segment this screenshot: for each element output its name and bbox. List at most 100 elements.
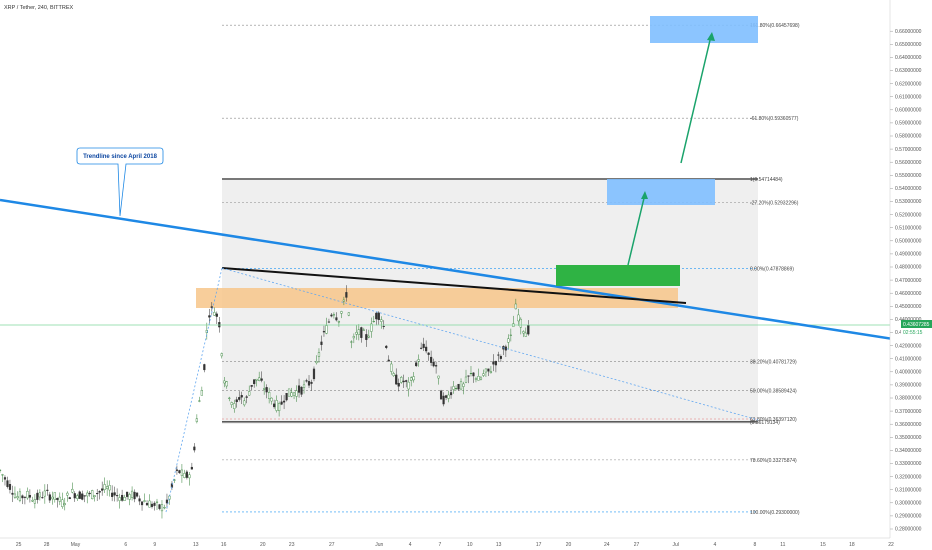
candle-body xyxy=(357,329,360,336)
price-axis[interactable]: 0.66000000 0.65000000 0.64000000 0.63000000… xyxy=(889,0,932,538)
candle-body xyxy=(130,490,134,498)
price-tick-label: 0.49000000 xyxy=(895,252,922,258)
candle-body xyxy=(138,498,141,502)
time-tick-label: 7 xyxy=(439,542,442,548)
candle-body xyxy=(178,470,181,474)
candle-body xyxy=(337,321,341,323)
candle-body xyxy=(111,492,114,497)
price-tick-label: 0.38000000 xyxy=(895,396,922,402)
candle-body xyxy=(208,315,211,318)
candle-body xyxy=(11,492,14,495)
candle-body xyxy=(38,492,41,498)
candle-body xyxy=(230,402,233,405)
trendline-since-april-2018[interactable] xyxy=(0,198,932,347)
candle-body xyxy=(86,492,89,497)
candle-body xyxy=(469,373,473,375)
candle-body xyxy=(442,395,445,405)
candle-body xyxy=(200,390,203,396)
candle-body xyxy=(133,491,136,500)
candle-body xyxy=(195,418,198,422)
candle-body xyxy=(317,352,321,357)
candle-body xyxy=(33,499,36,504)
candle-body xyxy=(282,400,286,403)
candle-body xyxy=(28,495,32,498)
candle-body xyxy=(78,491,81,499)
fib-level-label: 38.20%(0.40781729) xyxy=(750,360,797,366)
candle-body xyxy=(278,403,281,412)
price-tick-label: 0.61000000 xyxy=(895,94,922,100)
candle-body xyxy=(275,400,278,411)
candle-body xyxy=(108,485,111,491)
candle-body xyxy=(524,332,527,337)
candle-body xyxy=(215,313,218,317)
candlestick-series xyxy=(0,285,530,519)
candle-body xyxy=(165,499,169,504)
candle-body xyxy=(467,375,470,377)
candle-body xyxy=(68,497,71,500)
candle-body xyxy=(56,498,59,500)
candle-body xyxy=(362,329,365,331)
price-tick-label: 0.62000000 xyxy=(895,81,922,87)
candle-body xyxy=(13,493,17,498)
time-tick-label: 18 xyxy=(849,542,855,548)
candle-body xyxy=(454,388,458,390)
candle-body xyxy=(484,368,488,373)
price-tick-label: 0.36000000 xyxy=(895,422,922,428)
candle-body xyxy=(1,474,4,476)
candle-body xyxy=(233,403,236,409)
candle-body xyxy=(66,492,69,496)
arrow-to-target-2 xyxy=(680,32,715,164)
candle-body xyxy=(88,492,91,495)
candle-body xyxy=(98,491,101,493)
candle-body xyxy=(220,353,223,357)
candle-body xyxy=(103,484,106,490)
price-tick-label: 0.41000000 xyxy=(895,356,922,362)
time-axis[interactable]: 25 28 May 6 9 13 16 20 23 27 Jun 4 7 10 13 17 20 24 27 Jul 4… xyxy=(0,537,932,550)
candle-body xyxy=(350,341,353,343)
price-tick-label: 0.53000000 xyxy=(895,199,922,205)
candle-body xyxy=(225,381,228,387)
candle-body xyxy=(400,377,403,383)
time-tick-label: 13 xyxy=(496,542,502,548)
price-tick-label: 0.66000000 xyxy=(895,29,922,35)
price-tick-label: 0.47000000 xyxy=(895,278,922,284)
candle-body xyxy=(36,492,39,500)
trendline-callout[interactable]: Trendline since April 2018 xyxy=(76,147,164,217)
candle-body xyxy=(160,504,164,512)
price-tick-label: 0.57000000 xyxy=(895,147,922,153)
candle-body xyxy=(46,489,49,491)
candle-body xyxy=(519,318,522,328)
candle-body xyxy=(116,495,119,497)
candle-body xyxy=(76,495,79,499)
price-tick-label: 0.46000000 xyxy=(895,291,922,297)
time-tick-label: 23 xyxy=(289,542,295,548)
candle-body xyxy=(8,484,12,490)
candle-body xyxy=(499,356,502,359)
candle-body xyxy=(163,507,166,509)
candle-body xyxy=(439,390,443,400)
candle-body xyxy=(514,303,517,310)
black-descending-trendline[interactable] xyxy=(221,267,687,304)
price-tick-label: 0.45000000 xyxy=(895,304,922,310)
candle-body xyxy=(315,361,318,364)
candle-body xyxy=(258,377,261,381)
candle-body xyxy=(3,477,7,480)
candle-body xyxy=(297,385,301,393)
candle-body xyxy=(435,365,438,367)
candle-body xyxy=(370,323,373,332)
candle-body xyxy=(425,346,428,352)
candle-body xyxy=(345,292,348,298)
candle-body xyxy=(238,397,241,400)
candle-body xyxy=(150,503,154,507)
time-tick-label: May xyxy=(71,542,81,548)
candle-body xyxy=(474,378,478,380)
time-tick-label: 10 xyxy=(467,542,473,548)
fib-level-label: -27.20%(0.52932296) xyxy=(750,200,799,206)
dotted-diagonal-line xyxy=(221,267,759,421)
candle-body xyxy=(51,496,54,500)
candle-body xyxy=(43,490,46,497)
candle-body xyxy=(245,396,248,398)
candle-body xyxy=(327,321,331,323)
